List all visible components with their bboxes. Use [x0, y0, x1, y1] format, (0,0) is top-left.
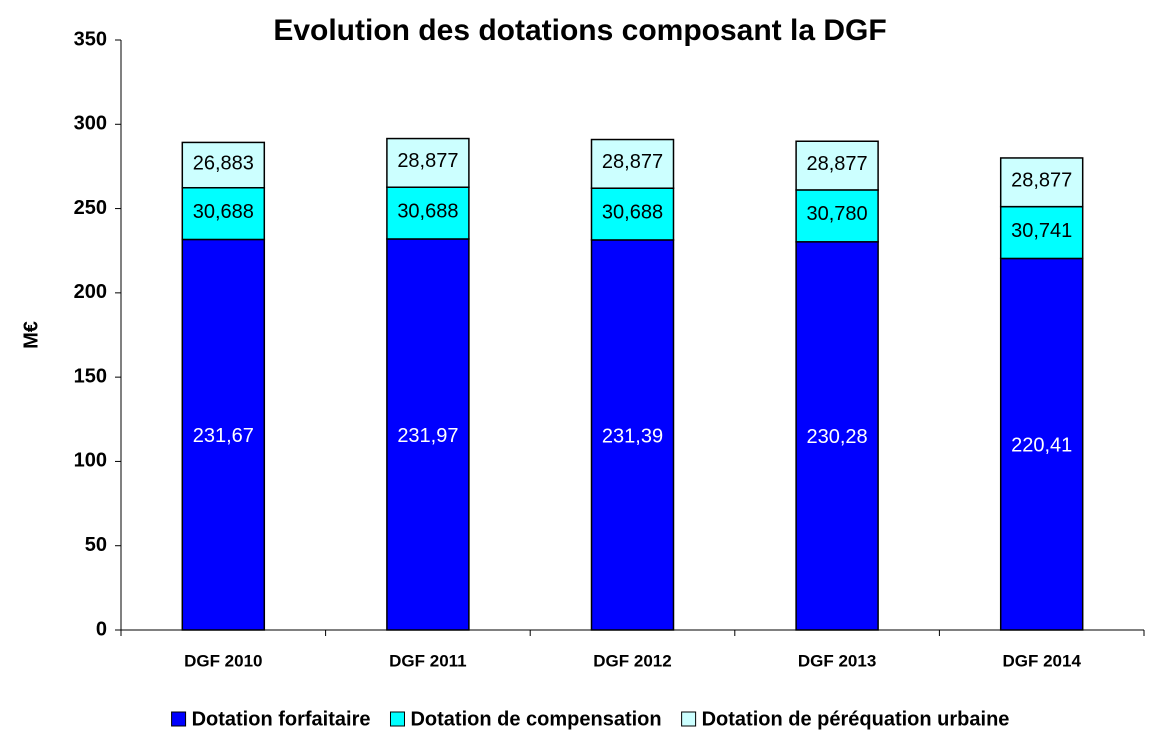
bar-segment — [590, 239, 675, 631]
data-label: 30,688 — [397, 200, 458, 222]
y-tick-label: 100 — [74, 450, 107, 472]
y-tick-label: 350 — [74, 28, 107, 50]
y-tick-label: 150 — [74, 365, 107, 387]
legend-swatch — [171, 711, 187, 727]
x-tick-label: DGF 2013 — [798, 651, 876, 670]
data-label: 30,688 — [193, 201, 254, 223]
y-tick-label: 300 — [74, 113, 107, 135]
legend-swatch — [389, 711, 405, 727]
bar-segment — [999, 257, 1084, 631]
y-tick-label: 50 — [85, 534, 107, 556]
data-label: 30,780 — [807, 203, 868, 225]
data-label: 28,877 — [807, 153, 868, 175]
y-tick-label: 250 — [74, 197, 107, 219]
y-tick-label: 200 — [74, 281, 107, 303]
x-tick-label: DGF 2014 — [1002, 651, 1081, 670]
data-label: 30,688 — [602, 201, 663, 223]
chart-title: Evolution des dotations composant la DGF — [273, 14, 886, 47]
y-tick-label: 0 — [96, 618, 107, 640]
legend-label: Dotation de péréquation urbaine — [702, 708, 1010, 730]
bar-segment — [386, 238, 470, 631]
data-label: 30,741 — [1011, 220, 1072, 242]
bar-segment — [181, 141, 266, 189]
y-axis-label: M€ — [20, 321, 42, 349]
data-label: 230,28 — [807, 426, 868, 448]
x-tick-label: DGF 2011 — [389, 651, 467, 670]
data-label: 28,877 — [602, 151, 663, 173]
legend-label: Dotation forfaitaire — [192, 708, 371, 730]
bar-segment — [386, 137, 470, 188]
data-label: 231,97 — [397, 425, 458, 447]
bar-segment — [386, 186, 470, 240]
bar-segment — [999, 205, 1084, 260]
x-tick-label: DGF 2012 — [593, 651, 671, 670]
data-label: 231,67 — [193, 425, 254, 447]
x-tick-label: DGF 2010 — [184, 651, 262, 670]
data-label: 220,41 — [1011, 435, 1072, 457]
data-label: 231,39 — [602, 425, 663, 447]
bar-segment — [181, 238, 266, 631]
bar-segment — [795, 241, 879, 631]
bar-segment — [590, 138, 675, 189]
bar-segment — [181, 186, 266, 241]
legend-swatch — [681, 711, 697, 727]
legend-label: Dotation de compensation — [410, 708, 661, 730]
bar-segment — [795, 140, 879, 191]
bar-segment — [999, 157, 1084, 208]
data-label: 26,883 — [193, 152, 254, 174]
data-label: 28,877 — [397, 150, 458, 172]
data-label: 28,877 — [1011, 170, 1072, 192]
bar-segment — [590, 187, 675, 241]
